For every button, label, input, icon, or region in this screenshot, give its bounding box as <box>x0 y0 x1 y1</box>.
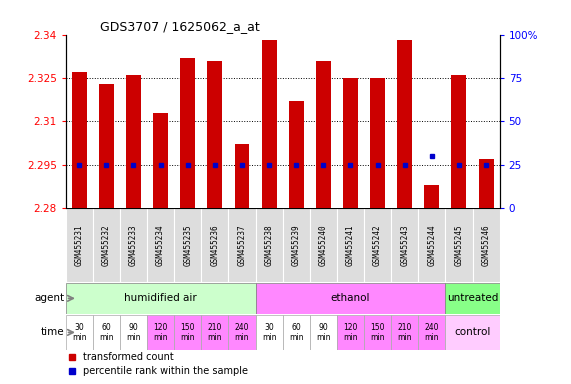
Bar <box>316 61 331 208</box>
Text: GSM455234: GSM455234 <box>156 224 165 266</box>
Bar <box>418 208 445 282</box>
Text: GSM455239: GSM455239 <box>292 224 301 266</box>
Text: GSM455233: GSM455233 <box>129 224 138 266</box>
Text: 210
min: 210 min <box>208 323 222 342</box>
Text: 240
min: 240 min <box>235 323 249 342</box>
Text: GSM455241: GSM455241 <box>346 224 355 266</box>
Text: GSM455237: GSM455237 <box>238 224 247 266</box>
Bar <box>364 315 391 350</box>
Bar <box>153 113 168 208</box>
Bar <box>126 75 141 208</box>
Text: GSM455242: GSM455242 <box>373 224 382 266</box>
Text: 120
min: 120 min <box>343 323 357 342</box>
Text: 150
min: 150 min <box>180 323 195 342</box>
Text: GSM455243: GSM455243 <box>400 224 409 266</box>
Bar <box>207 61 222 208</box>
Bar <box>202 208 228 282</box>
Text: ethanol: ethanol <box>331 293 370 303</box>
Text: 60
min: 60 min <box>99 323 114 342</box>
Bar <box>445 283 500 314</box>
Bar <box>235 144 250 208</box>
Text: percentile rank within the sample: percentile rank within the sample <box>83 366 248 376</box>
Text: 210
min: 210 min <box>397 323 412 342</box>
Text: 90
min: 90 min <box>316 323 331 342</box>
Text: GSM455232: GSM455232 <box>102 224 111 266</box>
Bar <box>262 40 276 208</box>
Bar <box>445 315 500 350</box>
Bar <box>337 208 364 282</box>
Text: transformed count: transformed count <box>83 353 174 362</box>
Bar <box>391 208 418 282</box>
Bar <box>202 315 228 350</box>
Bar <box>93 208 120 282</box>
Text: GSM455244: GSM455244 <box>427 224 436 266</box>
Bar <box>255 283 445 314</box>
Bar <box>180 58 195 208</box>
Text: GDS3707 / 1625062_a_at: GDS3707 / 1625062_a_at <box>100 20 260 33</box>
Bar <box>478 159 493 208</box>
Bar <box>283 208 309 282</box>
Text: GSM455236: GSM455236 <box>210 224 219 266</box>
Bar <box>66 283 255 314</box>
Bar <box>309 208 337 282</box>
Text: untreated: untreated <box>447 293 498 303</box>
Bar <box>391 315 418 350</box>
Bar <box>174 315 202 350</box>
Bar <box>452 75 467 208</box>
Text: 90
min: 90 min <box>126 323 140 342</box>
Text: humidified air: humidified air <box>124 293 197 303</box>
Text: 240
min: 240 min <box>425 323 439 342</box>
Bar <box>364 208 391 282</box>
Bar <box>120 315 147 350</box>
Text: GSM455238: GSM455238 <box>264 224 274 266</box>
Text: agent: agent <box>34 293 65 303</box>
Bar <box>72 72 87 208</box>
Bar <box>255 208 283 282</box>
Bar <box>147 315 174 350</box>
Bar <box>255 315 283 350</box>
Bar <box>93 315 120 350</box>
Bar <box>289 101 304 208</box>
Bar <box>309 315 337 350</box>
Bar <box>283 315 309 350</box>
Text: GSM455231: GSM455231 <box>75 224 84 266</box>
Bar <box>228 315 255 350</box>
Bar <box>337 315 364 350</box>
Text: 120
min: 120 min <box>154 323 168 342</box>
Bar <box>473 208 500 282</box>
Text: GSM455246: GSM455246 <box>481 224 490 266</box>
Bar <box>99 84 114 208</box>
Bar <box>66 315 93 350</box>
Text: time: time <box>41 328 65 338</box>
Text: 30
min: 30 min <box>72 323 86 342</box>
Bar <box>228 208 255 282</box>
Bar <box>370 78 385 208</box>
Bar <box>66 208 93 282</box>
Bar <box>397 40 412 208</box>
Text: GSM455235: GSM455235 <box>183 224 192 266</box>
Bar <box>120 208 147 282</box>
Bar <box>343 78 358 208</box>
Bar <box>418 315 445 350</box>
Bar <box>147 208 174 282</box>
Text: control: control <box>455 328 490 338</box>
Bar <box>174 208 202 282</box>
Text: 60
min: 60 min <box>289 323 303 342</box>
Text: GSM455240: GSM455240 <box>319 224 328 266</box>
Bar <box>445 208 473 282</box>
Text: 150
min: 150 min <box>371 323 385 342</box>
Text: GSM455245: GSM455245 <box>455 224 464 266</box>
Text: 30
min: 30 min <box>262 323 276 342</box>
Bar <box>424 185 439 208</box>
